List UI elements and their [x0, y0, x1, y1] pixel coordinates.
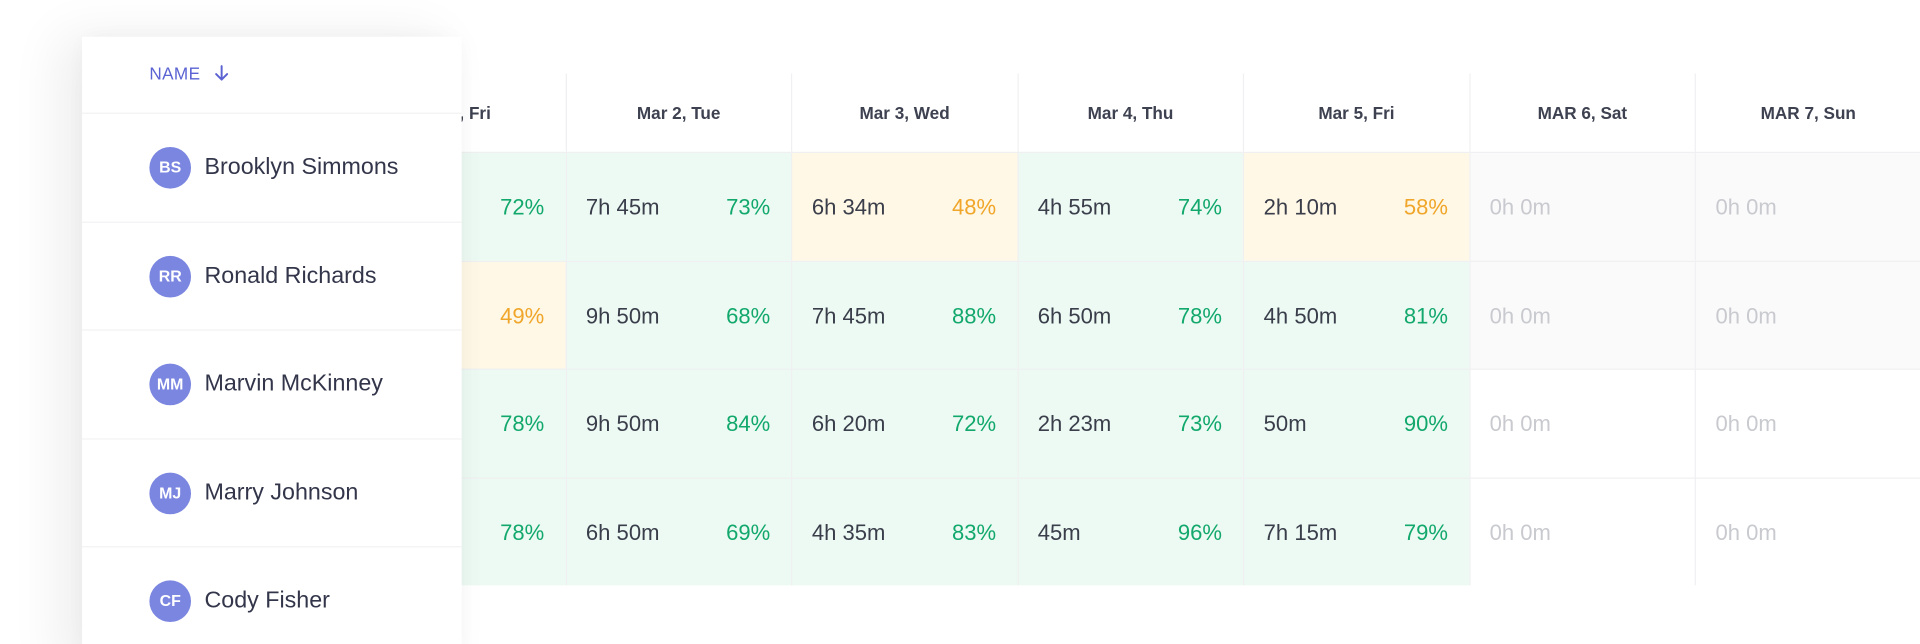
tracked-time: 9h 50m: [585, 303, 660, 328]
tracked-time: 0h 0m: [1489, 519, 1551, 545]
activity-percent: 48%: [952, 194, 997, 220]
tracked-time: 4h 55m: [1037, 194, 1112, 220]
tracked-time: 6h 50m: [1037, 303, 1112, 328]
avatar: MJ: [149, 472, 192, 515]
time-cell[interactable]: 0h 0m: [1468, 476, 1695, 586]
avatar: RR: [149, 255, 192, 298]
tracked-time: 0h 0m: [1489, 303, 1551, 328]
time-cell[interactable]: 7h 45m 88%: [791, 260, 1017, 369]
time-cell[interactable]: 45m 96%: [1016, 476, 1243, 586]
member-name: Marvin McKinney: [204, 371, 383, 397]
activity-percent: 73%: [726, 194, 771, 220]
tracked-time: 7h 45m: [585, 194, 660, 220]
activity-percent: 68%: [726, 303, 771, 328]
tracked-time: 7h 45m: [811, 303, 886, 328]
tracked-time: 0h 0m: [1715, 519, 1777, 545]
time-cell[interactable]: 0h 0m: [1468, 368, 1695, 477]
time-cell[interactable]: 4h 35m 83%: [791, 476, 1017, 586]
tracked-time: 0h 0m: [1715, 303, 1777, 328]
time-cell[interactable]: 0h 0m: [1468, 151, 1695, 261]
day-header: Mar 4, Thu: [1016, 73, 1243, 152]
tracked-time: 6h 34m: [811, 194, 886, 220]
avatar: MM: [149, 363, 192, 406]
activity-percent: 88%: [952, 303, 997, 328]
member-name: Marry Johnson: [204, 479, 359, 506]
activity-percent: 79%: [1403, 519, 1448, 545]
time-cell[interactable]: 0h 0m: [1694, 476, 1920, 586]
tracked-time: 0h 0m: [1715, 194, 1777, 220]
tracked-time: 7h 15m: [1263, 519, 1338, 545]
name-row[interactable]: CF Cody Fisher: [82, 546, 462, 644]
day-header: Mar 2, Tue: [565, 73, 791, 152]
time-cell[interactable]: 0h 0m: [1694, 368, 1920, 477]
member-name: Ronald Richards: [204, 262, 377, 289]
tracked-time: 0h 0m: [1489, 411, 1551, 436]
name-header-label[interactable]: NAME: [149, 63, 201, 84]
time-cell[interactable]: 0h 0m: [1468, 260, 1695, 369]
tracked-time: 0h 0m: [1489, 194, 1551, 220]
sort-arrow[interactable]: [213, 65, 230, 82]
time-cell[interactable]: 4h 55m 74%: [1016, 151, 1243, 261]
activity-percent: 81%: [1403, 303, 1448, 328]
time-cell[interactable]: 7h 45m 73%: [565, 151, 792, 261]
time-cell[interactable]: 9h 50m 84%: [565, 368, 792, 477]
tracked-time: 2h 23m: [1037, 411, 1112, 436]
name-header[interactable]: NAME: [149, 37, 230, 113]
time-cell[interactable]: 6h 50m 78%: [1016, 260, 1243, 369]
activity-percent: 90%: [1403, 411, 1448, 436]
time-cell[interactable]: 6h 34m 48%: [791, 151, 1017, 261]
tracked-time: 6h 50m: [585, 519, 660, 545]
tracked-time: 4h 50m: [1263, 303, 1338, 328]
time-cell[interactable]: 6h 20m 72%: [791, 368, 1017, 477]
day-header: Mar 5, Fri: [1242, 73, 1469, 152]
activity-percent: 83%: [952, 519, 997, 545]
activity-percent: 78%: [1177, 303, 1223, 328]
time-cell[interactable]: 2h 10m 58%: [1242, 151, 1469, 261]
time-cell[interactable]: 50m 90%: [1242, 368, 1469, 477]
activity-percent: 49%: [500, 303, 545, 328]
time-cell[interactable]: 0h 0m: [1694, 260, 1920, 369]
member-name: Brooklyn Simmons: [204, 154, 399, 181]
day-header: MAR 6, Sat: [1468, 73, 1695, 152]
name-row[interactable]: RR Ronald Richards: [82, 221, 462, 329]
tracked-time: 9h 50m: [585, 411, 660, 436]
name-column: NAME BS Brooklyn Simmons RR Ronald Richards…: [82, 36, 462, 644]
name-row[interactable]: MJ Marry Johnson: [82, 438, 462, 546]
time-cell[interactable]: 7h 15m 79%: [1242, 476, 1469, 586]
time-cell[interactable]: 0h 0m: [1694, 151, 1920, 261]
activity-percent: 78%: [500, 519, 545, 545]
tracked-time: 50m: [1263, 411, 1307, 436]
tracked-time: 6h 20m: [811, 411, 886, 436]
time-cell[interactable]: 2h 23m 73%: [1016, 368, 1243, 477]
member-name: Cody Fisher: [204, 588, 330, 614]
day-header: MAR 7, Sun: [1694, 73, 1920, 152]
activity-percent: 78%: [500, 411, 545, 436]
activity-percent: 74%: [1177, 194, 1223, 220]
tracked-time: 2h 10m: [1263, 194, 1338, 220]
time-cell[interactable]: 4h 50m 81%: [1242, 260, 1469, 369]
tracked-time: 0h 0m: [1715, 411, 1777, 436]
time-cell[interactable]: 9h 50m 68%: [565, 260, 792, 369]
activity-percent: 96%: [1177, 519, 1223, 545]
activity-percent: 73%: [1177, 411, 1223, 436]
avatar: CF: [149, 580, 192, 623]
name-row[interactable]: BS Brooklyn Simmons: [82, 112, 462, 221]
activity-percent: 72%: [500, 194, 545, 220]
avatar: BS: [149, 146, 192, 189]
day-header: Mar 3, Wed: [791, 73, 1017, 152]
activity-percent: 84%: [726, 411, 771, 436]
activity-percent: 69%: [726, 519, 771, 545]
activity-percent: 72%: [952, 411, 997, 436]
name-row[interactable]: MM Marvin McKinney: [82, 329, 462, 438]
time-cell[interactable]: 6h 50m 69%: [565, 476, 792, 586]
tracked-time: 45m: [1037, 519, 1081, 545]
tracked-time: 4h 35m: [811, 519, 886, 545]
activity-percent: 58%: [1403, 194, 1448, 220]
